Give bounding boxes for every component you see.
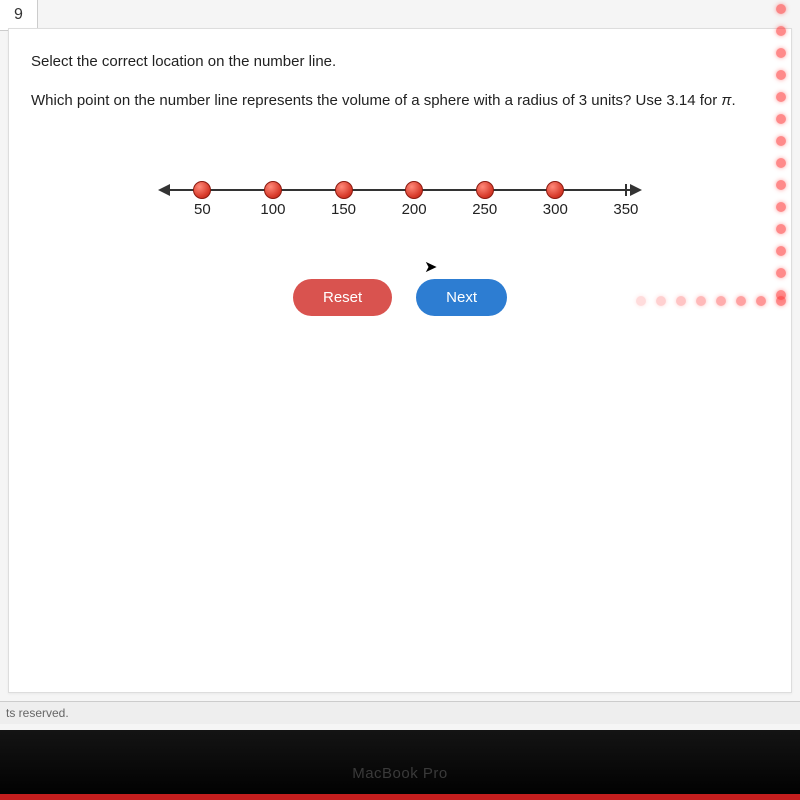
number-line-container: 50 100 150 200 250 300 350 xyxy=(31,179,769,229)
tick-label: 350 xyxy=(613,201,638,218)
arrow-right-icon xyxy=(630,184,642,196)
button-row: Reset Next xyxy=(31,279,769,316)
laptop-label: MacBook Pro xyxy=(0,765,800,782)
number-line-point[interactable] xyxy=(546,181,564,199)
screen-area: 9 Select the correct location on the num… xyxy=(0,0,800,730)
number-line-point[interactable] xyxy=(335,181,353,199)
question-part2: . xyxy=(731,92,735,109)
content-panel: Select the correct location on the numbe… xyxy=(8,28,792,693)
pi-symbol: π xyxy=(721,92,731,109)
question-number-tab: 9 xyxy=(0,0,38,31)
number-line-point[interactable] xyxy=(193,181,211,199)
tick xyxy=(625,184,627,196)
arrow-left-icon xyxy=(158,184,170,196)
footer-text: ts reserved. xyxy=(0,701,800,724)
question-text: Which point on the number line represent… xyxy=(31,92,769,109)
reset-button[interactable]: Reset xyxy=(293,279,392,316)
next-button[interactable]: Next xyxy=(416,279,507,316)
question-part1: Which point on the number line represent… xyxy=(31,92,721,109)
tick-label: 100 xyxy=(260,201,285,218)
number-line-point[interactable] xyxy=(476,181,494,199)
question-number: 9 xyxy=(14,6,23,23)
tick-label: 150 xyxy=(331,201,356,218)
number-line[interactable]: 50 100 150 200 250 300 350 xyxy=(160,179,640,229)
instruction-text: Select the correct location on the numbe… xyxy=(31,53,769,70)
laptop-bezel: MacBook Pro xyxy=(0,730,800,800)
number-line-point[interactable] xyxy=(264,181,282,199)
tick-label: 50 xyxy=(194,201,211,218)
tick-label: 250 xyxy=(472,201,497,218)
tick-label: 300 xyxy=(543,201,568,218)
overlay-dot xyxy=(776,4,786,14)
number-line-axis xyxy=(160,189,640,191)
cursor-icon: ➤ xyxy=(424,257,437,277)
number-line-point[interactable] xyxy=(405,181,423,199)
red-edge xyxy=(0,794,800,800)
tick-label: 200 xyxy=(402,201,427,218)
